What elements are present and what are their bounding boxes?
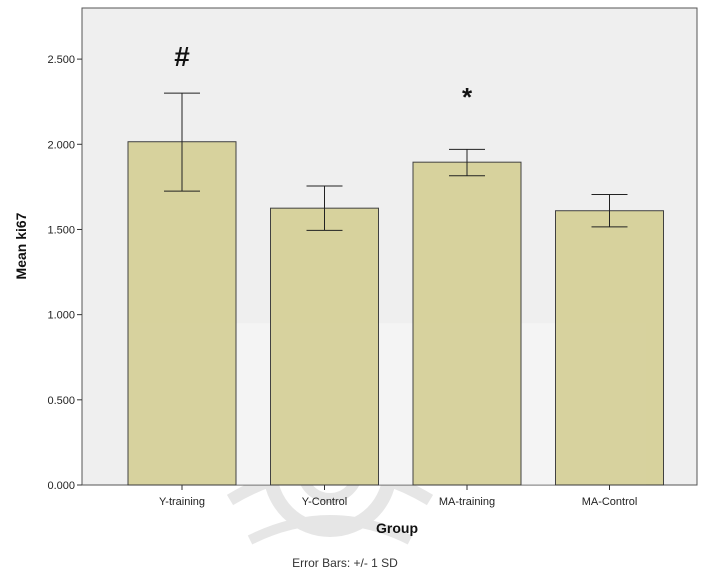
x-tick-label: Y-training — [159, 496, 205, 508]
y-tick-label: 0.000 — [47, 480, 75, 492]
y-tick-label: 0.500 — [47, 395, 75, 407]
y-tick-label: 2.500 — [47, 54, 75, 66]
error-bars-note: Error Bars: +/- 1 SD — [292, 556, 398, 570]
significance-marker-y-training: # — [174, 41, 190, 72]
x-axis-title: Group — [376, 520, 418, 536]
y-axis-title: Mean ki67 — [13, 212, 29, 279]
significance-marker-ma-training: * — [462, 82, 473, 112]
bar-y-control — [270, 207, 379, 486]
bar-ma-control — [555, 210, 664, 486]
y-tick-label: 2.000 — [47, 139, 75, 151]
y-tick-label: 1.000 — [47, 310, 75, 322]
bar-ma-training — [412, 161, 522, 486]
x-tick-label: Y-Control — [302, 496, 347, 508]
x-tick-label: MA-Control — [582, 496, 638, 508]
x-tick-label: MA-training — [439, 496, 495, 508]
y-tick-label: 1.500 — [47, 224, 75, 236]
bar-y-training — [127, 141, 237, 486]
